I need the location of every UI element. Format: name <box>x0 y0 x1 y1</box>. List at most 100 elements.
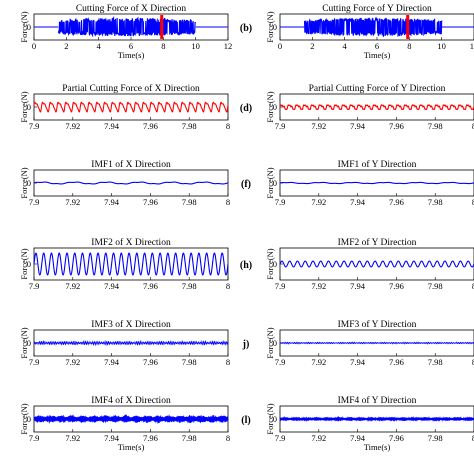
x-tick-label-j-5: 8 <box>472 357 474 367</box>
y-tick-j: 0 <box>273 338 277 348</box>
x-tick-label-k-5: 8 <box>226 433 230 443</box>
y-tick-g: 0 <box>27 259 31 269</box>
series-line-i-0 <box>33 339 229 347</box>
x-tick-label-g-3: 7.96 <box>143 281 158 291</box>
panel-letter-b: (b) <box>240 23 252 34</box>
x-tick-label-j-4: 7.98 <box>428 357 443 367</box>
panel-title-l: IMF4 of Y Direction <box>338 395 417 406</box>
y-axis-label-j: Force(N) <box>265 327 275 358</box>
y-axis-label-h: Force(N) <box>265 248 275 279</box>
x-tick-label-g-4: 7.98 <box>182 281 197 291</box>
panel-title-k: IMF4 of X Direction <box>91 395 171 406</box>
x-tick-label-b-4: 8 <box>407 41 411 51</box>
x-tick-label-e-4: 7.98 <box>182 197 197 207</box>
x-axis-label-k: Time(s) <box>118 442 145 452</box>
y-axis-label-i: Force(N) <box>19 327 29 358</box>
x-tick-label-c-4: 7.98 <box>182 121 197 131</box>
y-axis-label-c: Force(N) <box>19 91 29 122</box>
x-tick-label-d-2: 7.94 <box>350 121 366 131</box>
x-tick-label-i-5: 8 <box>226 357 230 367</box>
x-tick-label-d-4: 7.98 <box>428 121 443 131</box>
x-tick-label-g-1: 7.92 <box>65 281 80 291</box>
series-line-c-0 <box>33 101 229 113</box>
x-axis-label-l: Time(s) <box>364 442 391 452</box>
y-axis-label-g: Force(N) <box>19 248 29 279</box>
x-tick-label-j-2: 7.94 <box>350 357 366 367</box>
panel-title-e: IMF1 of X Direction <box>91 159 171 170</box>
panel-title-d: Partial Cutting Force of Y Direction <box>309 83 446 94</box>
series-line-k-0 <box>33 414 229 425</box>
x-tick-label-l-2: 7.94 <box>350 433 366 443</box>
panel-title-b: Cutting Force of Y Direction <box>322 3 432 14</box>
x-tick-label-c-5: 8 <box>226 121 230 131</box>
panel-title-i: IMF3 of X Direction <box>91 319 171 330</box>
x-tick-label-f-5: 8 <box>472 197 474 207</box>
y-tick-b: 0 <box>273 22 277 32</box>
panel-title-f: IMF1 of Y Direction <box>338 159 417 170</box>
series-line-a-1 <box>160 15 164 39</box>
y-tick-e: 0 <box>27 178 31 188</box>
x-tick-label-e-1: 7.92 <box>65 197 80 207</box>
x-tick-label-a-2: 4 <box>97 41 102 51</box>
x-tick-label-i-0: 7.9 <box>29 357 40 367</box>
x-tick-label-a-4: 8 <box>161 41 165 51</box>
x-tick-label-d-1: 7.92 <box>311 121 326 131</box>
panel-title-c: Partial Cutting Force of X Direction <box>62 83 200 94</box>
x-tick-label-e-5: 8 <box>226 197 230 207</box>
x-tick-label-a-0: 0 <box>32 41 36 51</box>
x-tick-label-e-2: 7.94 <box>104 197 120 207</box>
x-tick-label-a-6: 12 <box>224 41 233 51</box>
x-tick-label-k-3: 7.96 <box>143 433 158 443</box>
x-tick-label-f-3: 7.96 <box>389 197 404 207</box>
x-tick-label-g-5: 8 <box>226 281 230 291</box>
y-axis-label-d: Force(N) <box>265 91 275 122</box>
y-axis-label-a: Force(N) <box>19 11 29 42</box>
x-tick-label-i-1: 7.92 <box>65 357 80 367</box>
x-tick-label-g-2: 7.94 <box>104 281 120 291</box>
x-tick-label-i-3: 7.96 <box>143 357 158 367</box>
series-line-b-0 <box>303 16 443 38</box>
x-tick-label-b-0: 0 <box>278 41 282 51</box>
x-tick-label-e-3: 7.96 <box>143 197 158 207</box>
y-tick-k: 0 <box>27 414 31 424</box>
x-tick-label-l-0: 7.9 <box>275 433 286 443</box>
x-tick-label-e-0: 7.9 <box>29 197 40 207</box>
x-tick-label-c-0: 7.9 <box>29 121 40 131</box>
x-tick-label-c-1: 7.92 <box>65 121 80 131</box>
x-tick-label-k-0: 7.9 <box>29 433 40 443</box>
panel-title-j: IMF3 of Y Direction <box>338 319 417 330</box>
panel-letter-h: (h) <box>240 260 252 271</box>
series-line-e-0 <box>33 181 229 185</box>
series-line-h-0 <box>279 260 474 268</box>
x-tick-label-f-4: 7.98 <box>428 197 443 207</box>
x-tick-label-j-0: 7.9 <box>275 357 286 367</box>
panel-letter-d: (d) <box>240 103 252 114</box>
x-tick-label-k-2: 7.94 <box>104 433 120 443</box>
y-tick-d: 0 <box>273 102 277 112</box>
x-tick-label-d-0: 7.9 <box>275 121 286 131</box>
panel-letter-j: j) <box>242 339 250 350</box>
y-axis-label-b: Force(N) <box>265 11 275 42</box>
y-tick-l: 0 <box>273 414 277 424</box>
y-tick-f: 0 <box>273 178 277 188</box>
x-tick-label-b-6: 12 <box>470 41 474 51</box>
x-tick-label-l-4: 7.98 <box>428 433 443 443</box>
x-tick-label-j-3: 7.96 <box>389 357 404 367</box>
y-axis-label-e: Force(N) <box>19 167 29 198</box>
x-tick-label-g-0: 7.9 <box>29 281 40 291</box>
x-tick-label-h-2: 7.94 <box>350 281 366 291</box>
x-tick-label-b-1: 2 <box>310 41 314 51</box>
x-tick-label-i-4: 7.98 <box>182 357 197 367</box>
x-tick-label-h-1: 7.92 <box>311 281 326 291</box>
x-tick-label-l-1: 7.92 <box>311 433 326 443</box>
x-tick-label-c-2: 7.94 <box>104 121 120 131</box>
x-tick-label-f-2: 7.94 <box>350 197 366 207</box>
y-axis-label-k: Force(N) <box>19 403 29 434</box>
panel-letter-f: (f) <box>241 179 251 190</box>
series-line-b-1 <box>406 15 410 39</box>
x-tick-label-a-5: 10 <box>191 41 200 51</box>
series-line-a-0 <box>57 15 197 38</box>
x-tick-label-c-3: 7.96 <box>143 121 158 131</box>
x-tick-label-b-5: 10 <box>437 41 446 51</box>
